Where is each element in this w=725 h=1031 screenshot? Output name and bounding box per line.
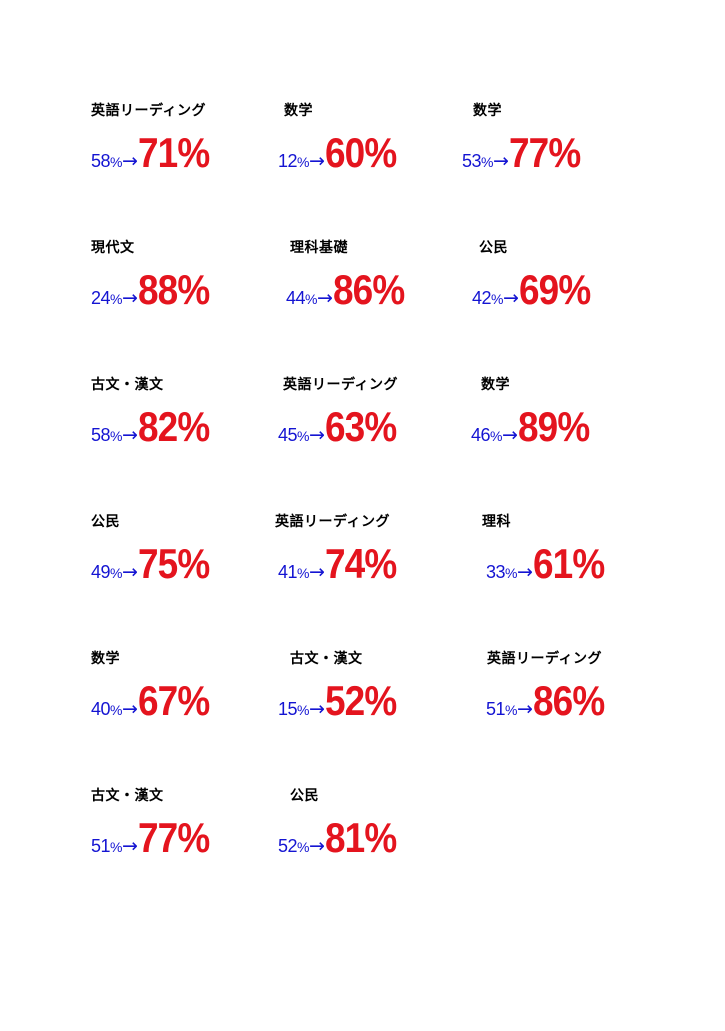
- score-change: 58% → 71%: [91, 129, 219, 179]
- subject-label: 理科基礎: [290, 240, 348, 256]
- subject-label: 公民: [479, 240, 508, 256]
- arrow-icon: →: [121, 835, 138, 857]
- subject-label: 数学: [473, 103, 502, 119]
- arrow-icon: →: [121, 150, 138, 172]
- after-score: 61%: [532, 540, 605, 587]
- score-change: 44% → 86%: [286, 266, 414, 316]
- arrow-icon: →: [501, 424, 518, 446]
- arrow-icon: →: [308, 150, 325, 172]
- before-score: 51%: [486, 699, 517, 719]
- before-score: 42%: [472, 288, 503, 308]
- subject-label: 公民: [290, 788, 319, 804]
- after-score: 52%: [324, 677, 397, 724]
- subject-label: 古文・漢文: [91, 377, 164, 393]
- arrow-icon: →: [121, 424, 138, 446]
- after-score: 89%: [517, 403, 590, 450]
- after-score: 75%: [137, 540, 210, 587]
- arrow-icon: →: [308, 698, 325, 720]
- after-score: 88%: [137, 266, 210, 313]
- before-score: 40%: [91, 699, 122, 719]
- before-score: 12%: [278, 151, 309, 171]
- after-score: 63%: [324, 403, 397, 450]
- score-change: 49% → 75%: [91, 540, 219, 590]
- score-change: 52% → 81%: [278, 814, 406, 864]
- arrow-icon: →: [492, 150, 509, 172]
- before-score: 41%: [278, 562, 309, 582]
- after-score: 77%: [137, 814, 210, 861]
- score-change: 45% → 63%: [278, 403, 406, 453]
- subject-label: 古文・漢文: [91, 788, 164, 804]
- after-score: 81%: [324, 814, 397, 861]
- score-change: 53% → 77%: [462, 129, 590, 179]
- after-score: 74%: [324, 540, 397, 587]
- arrow-icon: →: [121, 287, 138, 309]
- score-change: 24% → 88%: [91, 266, 219, 316]
- score-change: 51% → 77%: [91, 814, 219, 864]
- arrow-icon: →: [502, 287, 519, 309]
- subject-label: 英語リーディング: [275, 514, 391, 530]
- before-score: 53%: [462, 151, 493, 171]
- score-change: 51% → 86%: [486, 677, 614, 727]
- arrow-icon: →: [121, 698, 138, 720]
- arrow-icon: →: [308, 561, 325, 583]
- before-score: 58%: [91, 425, 122, 445]
- arrow-icon: →: [121, 561, 138, 583]
- before-score: 24%: [91, 288, 122, 308]
- before-score: 44%: [286, 288, 317, 308]
- subject-label: 英語リーディング: [91, 103, 207, 119]
- subject-label: 英語リーディング: [487, 651, 603, 667]
- after-score: 77%: [508, 129, 581, 176]
- after-score: 67%: [137, 677, 210, 724]
- score-change: 40% → 67%: [91, 677, 219, 727]
- subject-label: 数学: [481, 377, 510, 393]
- after-score: 86%: [332, 266, 405, 313]
- subject-label: 公民: [91, 514, 120, 530]
- after-score: 86%: [532, 677, 605, 724]
- arrow-icon: →: [308, 424, 325, 446]
- score-change: 15% → 52%: [278, 677, 406, 727]
- score-change: 42% → 69%: [472, 266, 600, 316]
- arrow-icon: →: [308, 835, 325, 857]
- arrow-icon: →: [516, 698, 533, 720]
- arrow-icon: →: [316, 287, 333, 309]
- before-score: 45%: [278, 425, 309, 445]
- before-score: 46%: [471, 425, 502, 445]
- subject-label: 数学: [284, 103, 313, 119]
- subject-label: 古文・漢文: [290, 651, 363, 667]
- subject-label: 理科: [482, 514, 511, 530]
- before-score: 51%: [91, 836, 122, 856]
- score-change: 41% → 74%: [278, 540, 406, 590]
- after-score: 82%: [137, 403, 210, 450]
- after-score: 71%: [137, 129, 210, 176]
- after-score: 60%: [324, 129, 397, 176]
- subject-label: 数学: [91, 651, 120, 667]
- score-change: 58% → 82%: [91, 403, 219, 453]
- before-score: 33%: [486, 562, 517, 582]
- before-score: 49%: [91, 562, 122, 582]
- subject-label: 英語リーディング: [283, 377, 399, 393]
- arrow-icon: →: [516, 561, 533, 583]
- score-change: 12% → 60%: [278, 129, 406, 179]
- before-score: 15%: [278, 699, 309, 719]
- after-score: 69%: [518, 266, 591, 313]
- score-change: 46% → 89%: [471, 403, 599, 453]
- before-score: 52%: [278, 836, 309, 856]
- before-score: 58%: [91, 151, 122, 171]
- score-change: 33% → 61%: [486, 540, 614, 590]
- subject-label: 現代文: [91, 240, 135, 256]
